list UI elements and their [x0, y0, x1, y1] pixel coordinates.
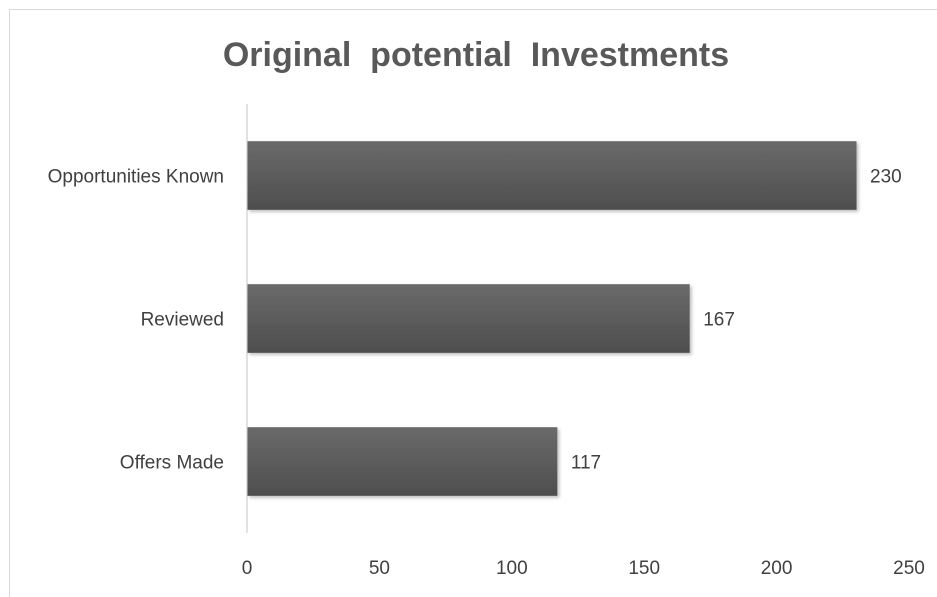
x-tick-label: 250: [893, 558, 925, 579]
category-label: Reviewed: [141, 310, 224, 331]
bar: [247, 284, 690, 353]
data-labels: 230 167 117: [571, 167, 902, 474]
data-label: 167: [703, 310, 735, 331]
data-label: 117: [571, 453, 601, 474]
x-tick-label: 200: [761, 558, 793, 579]
bar: [247, 141, 857, 210]
bar: [247, 427, 558, 496]
data-label: 230: [870, 167, 902, 188]
category-label: Offers Made: [120, 453, 224, 474]
x-tick-label: 150: [628, 558, 660, 579]
x-tick-label: 100: [496, 558, 528, 579]
x-tick-labels: 0 50 100 150 200 250: [242, 558, 925, 579]
bar-group: [247, 141, 857, 496]
chart-border: [9, 9, 937, 597]
category-labels: Opportunities Known Reviewed Offers Made: [48, 167, 224, 474]
chart-title: Original potential Investments: [223, 36, 729, 74]
x-tick-label: 0: [242, 558, 253, 579]
x-tick-label: 50: [369, 558, 390, 579]
category-label: Opportunities Known: [48, 167, 224, 188]
